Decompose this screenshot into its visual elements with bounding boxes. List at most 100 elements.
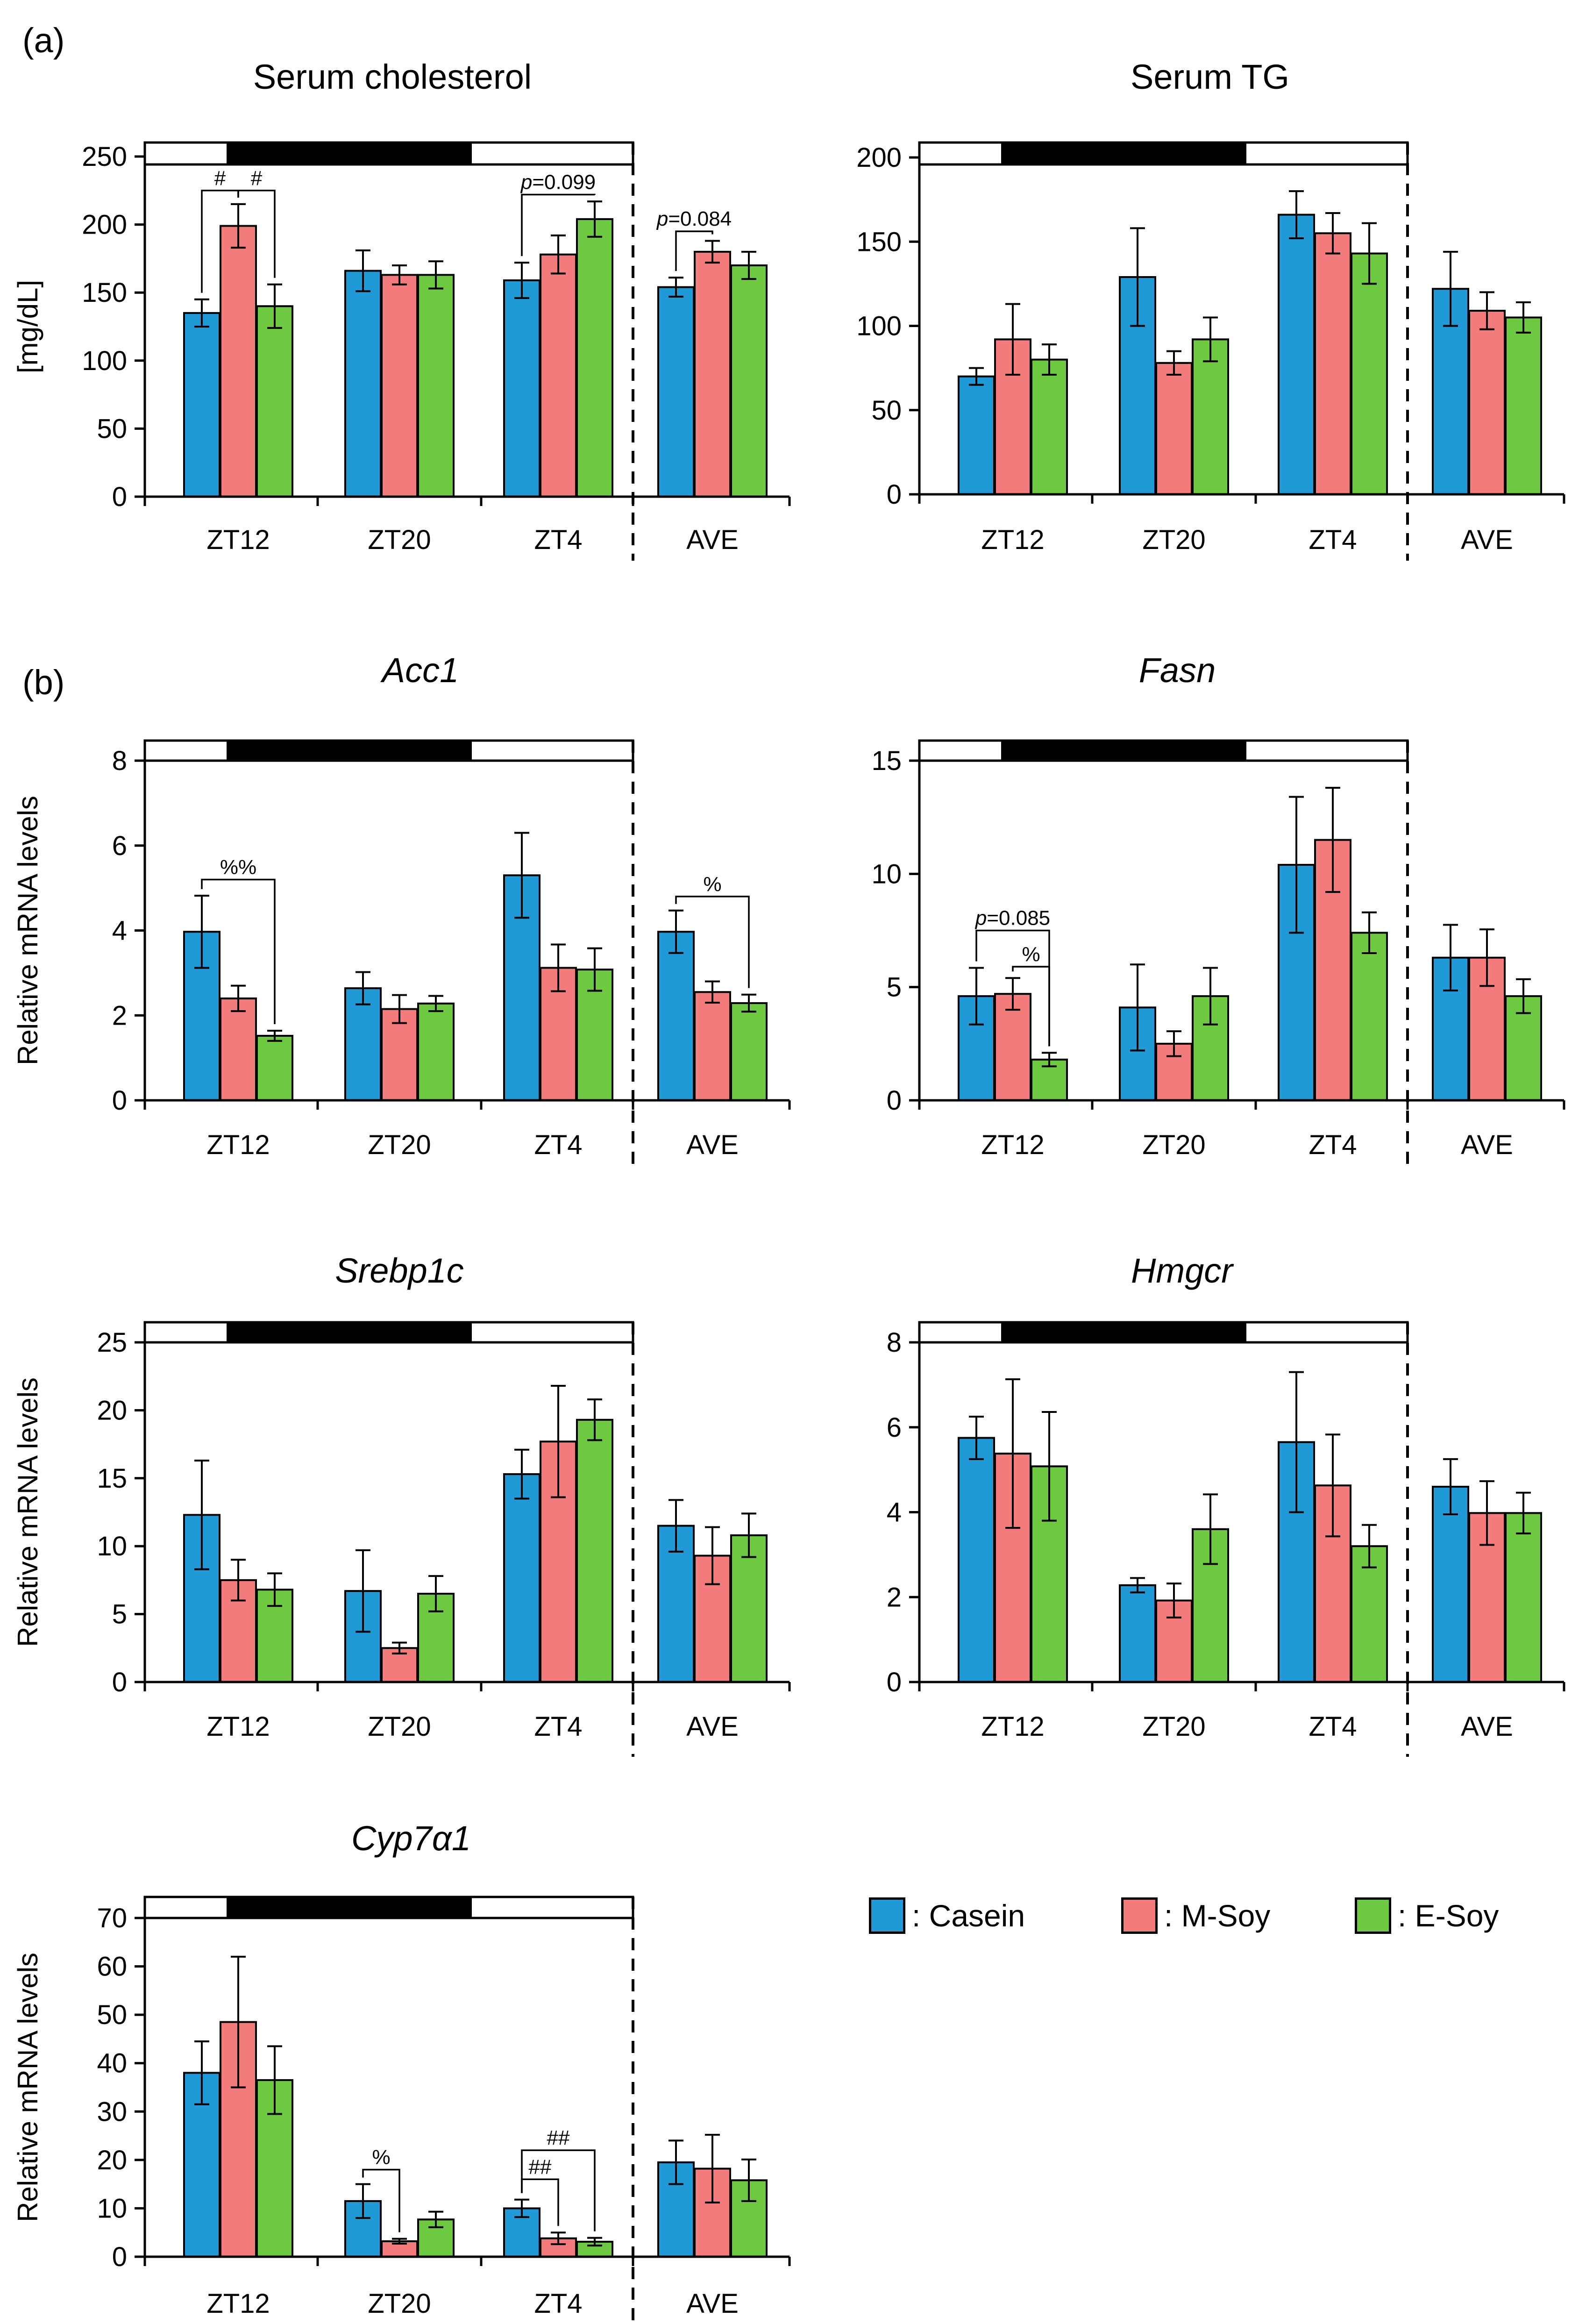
bar-m-soy-zt12 [994, 993, 1031, 1102]
x-tick-label: ZT12 [206, 525, 270, 555]
chart-title: Cyp7α1 [351, 1819, 471, 1858]
dark-phase-block [227, 741, 472, 761]
y-tick-label: 0 [887, 1667, 902, 1697]
bar-casein-zt12 [183, 312, 220, 498]
bar-casein-zt12 [958, 375, 995, 496]
bar-e-soy-zt4 [1351, 252, 1388, 495]
bar-m-soy-ave [1468, 310, 1506, 495]
bar-e-soy-ave [730, 264, 768, 498]
x-tick-label: ZT12 [206, 2288, 270, 2319]
bar-e-soy-zt12 [256, 1589, 293, 1683]
y-tick-label: 0 [112, 482, 127, 512]
significance-label: # [214, 167, 226, 190]
legend-label-e-soy: : E-Soy [1398, 1898, 1499, 1933]
significance-label: p=0.085 [974, 907, 1050, 930]
x-tick-label: ZT4 [534, 1711, 582, 1742]
bar-m-soy-ave [694, 991, 731, 1102]
dark-phase-block [1001, 1322, 1246, 1342]
legend: : Casein : M-Soy : E-Soy [869, 1890, 1546, 1946]
bar-e-soy-ave [730, 1534, 768, 1683]
y-tick-label: 10 [871, 859, 902, 889]
significance-label: p=0.084 [656, 207, 732, 230]
bar-casein-ave [657, 931, 695, 1101]
x-tick-label: ZT12 [981, 525, 1044, 555]
legend-item-casein: : Casein [869, 1890, 1025, 1941]
bar-e-soy-zt12 [256, 305, 293, 498]
panel-label-b: (b) [22, 663, 65, 702]
legend-label-casein: : Casein [912, 1898, 1025, 1933]
x-tick-label: ZT20 [368, 1130, 431, 1160]
x-tick-label: AVE [1461, 1130, 1513, 1160]
bar-e-soy-ave [730, 1002, 768, 1101]
y-tick-label: 8 [887, 1327, 902, 1358]
bar-e-soy-zt20 [417, 1002, 455, 1101]
legend-swatch-m-soy [1121, 1897, 1158, 1934]
legend-label-m-soy: : M-Soy [1164, 1898, 1271, 1933]
legend-swatch-e-soy [1355, 1897, 1391, 1934]
y-tick-label: 150 [82, 278, 127, 308]
y-axis-label: Relative mRNA levels [12, 1377, 43, 1647]
legend-swatch-casein [869, 1897, 905, 1934]
x-tick-label: ZT4 [534, 2288, 582, 2319]
y-tick-label: 4 [887, 1497, 902, 1528]
bar-m-soy-zt12 [220, 997, 257, 1101]
significance-label: ## [547, 2126, 570, 2149]
p-symbol: p [520, 171, 532, 194]
significance-bracket [362, 2168, 400, 2232]
x-tick-label: ZT12 [206, 1711, 270, 1742]
y-tick-label: 50 [97, 413, 127, 444]
significance-bracket [521, 2149, 596, 2231]
bar-e-soy-zt20 [417, 274, 455, 498]
legend-item-e-soy: : E-Soy [1355, 1890, 1499, 1941]
p-symbol: p [656, 207, 668, 230]
y-tick-label: 15 [871, 746, 902, 776]
y-tick-label: 0 [112, 1667, 127, 1697]
bar-e-soy-zt12 [1031, 358, 1068, 495]
bar-e-soy-zt20 [1192, 338, 1229, 496]
y-tick-label: 20 [97, 2145, 127, 2175]
bar-casein-zt20 [344, 270, 382, 498]
chart-srebp1c: Srebp1c 0 5 10 15 20 25 ZT12 ZT20 ZT4 AVE Relative … [12, 1251, 791, 1757]
chart-title: Acc1 [380, 651, 459, 690]
y-tick-label: 0 [112, 2242, 127, 2272]
significance-label: %% [220, 855, 256, 878]
x-tick-label: ZT4 [1309, 1711, 1357, 1742]
bar-casein-zt4 [1278, 214, 1315, 495]
y-tick-label: 150 [856, 227, 902, 257]
y-tick-label: 4 [112, 916, 127, 946]
x-tick-label: ZT20 [368, 1711, 431, 1742]
significance-bracket [237, 190, 276, 278]
bar-m-soy-zt12 [220, 225, 257, 498]
y-axis-label: [mg/dL] [12, 280, 43, 373]
y-tick-label: 0 [112, 1085, 127, 1116]
y-tick-label: 5 [887, 972, 902, 1003]
y-tick-label: 30 [97, 2096, 127, 2127]
significance-bracket [675, 896, 750, 988]
x-tick-label: ZT4 [1309, 525, 1357, 555]
significance-label: ## [529, 2155, 552, 2178]
chart-title: Serum cholesterol [253, 57, 532, 96]
chart-cyp7a1: Cyp7α1 0 10 20 30 40 50 60 70 ZT12 ZT20 ZT4 AVE Relat… [12, 1819, 791, 2324]
significance-bracket [1012, 966, 1050, 1047]
p-value: =0.085 [987, 907, 1050, 930]
significance-label: % [1022, 943, 1040, 966]
y-tick-label: 250 [82, 142, 127, 172]
bar-e-soy-ave [1505, 316, 1542, 495]
x-tick-label: ZT12 [206, 1130, 270, 1160]
x-tick-label: AVE [686, 1130, 739, 1160]
x-tick-label: AVE [686, 2288, 739, 2319]
bar-e-soy-zt4 [1351, 932, 1388, 1101]
y-tick-label: 8 [112, 746, 127, 776]
x-tick-label: AVE [686, 1711, 739, 1742]
y-tick-label: 6 [887, 1412, 902, 1443]
y-tick-label: 200 [856, 143, 902, 173]
bar-e-soy-zt4 [576, 1419, 613, 1683]
y-tick-label: 2 [887, 1582, 902, 1612]
x-tick-label: ZT20 [1142, 525, 1205, 555]
p-value: =0.099 [532, 171, 596, 194]
x-tick-label: ZT12 [981, 1711, 1044, 1742]
bar-casein-ave [657, 286, 695, 498]
chart-title: Srebp1c [335, 1251, 464, 1290]
